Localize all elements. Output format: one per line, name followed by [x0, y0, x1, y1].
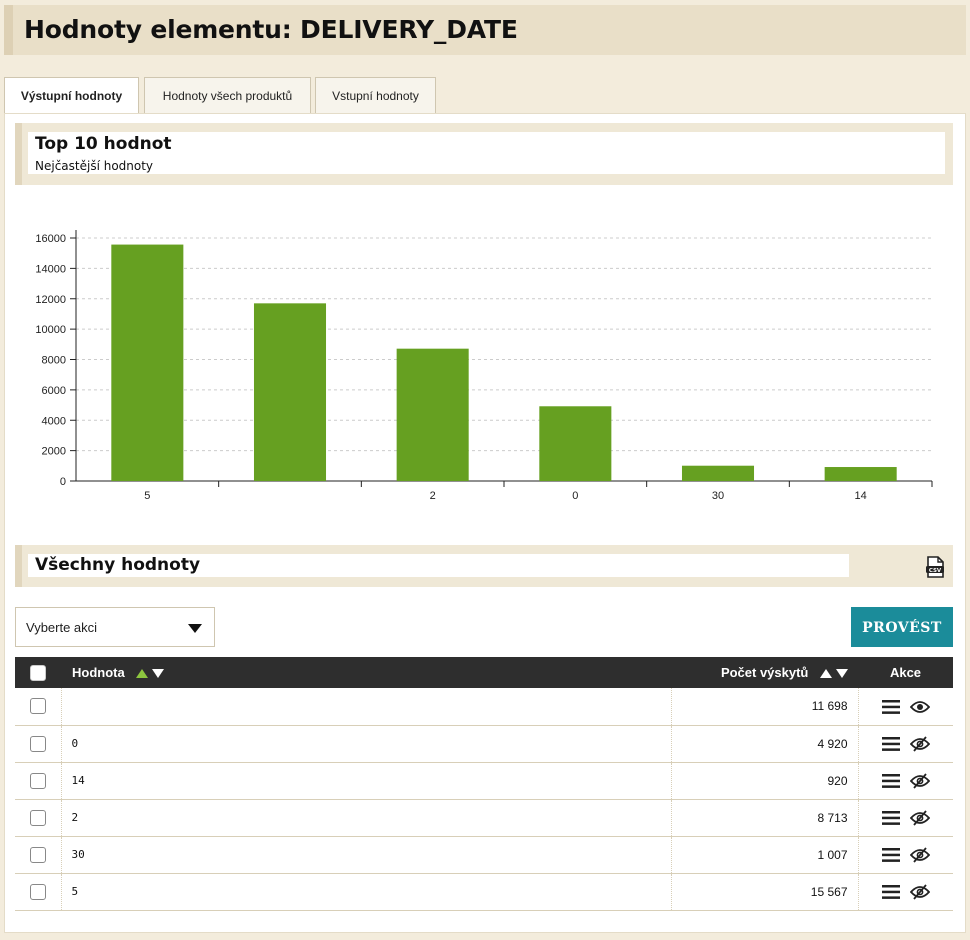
y-tick-label: 12000 [35, 294, 66, 306]
row-checkbox[interactable] [29, 846, 46, 863]
table-row: 5 15 567 [15, 873, 953, 910]
y-tick-label: 8000 [42, 355, 66, 367]
menu-icon[interactable] [881, 699, 900, 714]
tab-all-products-values[interactable]: Hodnoty všech produktů [144, 77, 311, 114]
x-tick-label: 5 [144, 490, 150, 502]
action-select[interactable]: Vyberte akci [15, 607, 215, 647]
table-row: 14 920 [15, 762, 953, 799]
tab-output-values[interactable]: Výstupní hodnoty [4, 77, 139, 115]
row-actions [857, 762, 953, 799]
row-actions [857, 799, 953, 836]
bar [824, 467, 897, 481]
svg-text:CSV: CSV [929, 568, 942, 574]
top-values-title: Top 10 hodnot [35, 134, 172, 154]
y-tick-label: 2000 [42, 446, 66, 458]
sort-desc-icon[interactable] [836, 669, 848, 679]
row-checkbox[interactable] [29, 809, 46, 826]
y-tick-label: 14000 [35, 263, 66, 275]
bar [539, 406, 612, 481]
top-values-subtitle: Nejčastější hodnoty [35, 159, 154, 173]
eye-icon[interactable] [909, 700, 930, 714]
all-values-header: Všechny hodnoty [15, 545, 953, 587]
table-row: 30 1 007 [15, 836, 953, 873]
eye-slash-icon[interactable] [909, 772, 930, 789]
menu-icon[interactable] [881, 810, 900, 825]
row-value [60, 688, 671, 725]
eye-slash-icon[interactable] [909, 809, 930, 826]
y-tick-label: 6000 [42, 385, 66, 397]
eye-slash-icon[interactable] [909, 883, 930, 900]
bar [253, 303, 327, 481]
row-actions [857, 725, 953, 762]
row-value: 5 [60, 873, 671, 910]
row-count: 11 698 [670, 688, 858, 725]
top-values-chart: 0 2000 4000 6000 8000 10000 12000 14000 16000 5 2 0… [35, 230, 933, 502]
sort-asc-icon[interactable] [136, 669, 149, 679]
tab-input-values[interactable]: Vstupní hodnoty [315, 77, 436, 114]
eye-slash-icon[interactable] [909, 846, 930, 863]
row-checkbox[interactable] [29, 772, 46, 789]
select-all-checkbox[interactable] [30, 664, 46, 681]
column-header-value[interactable]: Hodnota [72, 665, 125, 680]
row-checkbox[interactable] [29, 735, 46, 752]
y-tick-label: 0 [60, 476, 66, 488]
csv-file-icon[interactable]: CSV [924, 556, 946, 578]
sort-desc-icon[interactable] [152, 669, 165, 679]
sort-asc-icon[interactable] [820, 669, 832, 679]
row-actions [857, 688, 953, 725]
table-row: 11 698 [15, 688, 953, 725]
all-values-title: Všechny hodnoty [35, 555, 201, 575]
menu-icon[interactable] [881, 773, 900, 788]
action-select-value: Vyberte akci [26, 620, 98, 635]
bar [681, 465, 755, 481]
menu-icon[interactable] [881, 847, 900, 862]
row-actions [857, 873, 953, 910]
row-count: 8 713 [670, 799, 858, 836]
menu-icon[interactable] [881, 884, 900, 899]
column-header-actions: Akce [889, 665, 922, 680]
x-tick-label: 2 [430, 490, 436, 502]
row-value: 30 [60, 836, 671, 873]
page-title: Hodnoty elementu: DELIVERY_DATE [24, 15, 518, 44]
row-value: 2 [60, 799, 671, 836]
values-table: Hodnota Počet výskytů Akce 11 698 0 4 920 1… [15, 657, 953, 911]
y-tick-label: 10000 [35, 324, 66, 336]
execute-button[interactable]: PROVÉST [851, 607, 953, 647]
y-tick-label: 4000 [42, 415, 66, 427]
row-checkbox[interactable] [29, 883, 46, 900]
x-tick-label: 0 [572, 490, 578, 502]
x-tick-label: 30 [712, 490, 724, 502]
row-checkbox[interactable] [29, 698, 46, 715]
bar [396, 348, 469, 481]
row-count: 1 007 [670, 836, 858, 873]
row-value: 0 [60, 725, 671, 762]
page-header: Hodnoty elementu: DELIVERY_DATE [4, 5, 966, 55]
menu-icon[interactable] [881, 736, 900, 751]
row-actions [857, 836, 953, 873]
x-tick-label: 14 [855, 490, 867, 502]
bar [111, 244, 184, 481]
row-count: 4 920 [670, 725, 858, 762]
row-count: 920 [670, 762, 858, 799]
chevron-down-icon [188, 624, 202, 633]
eye-slash-icon[interactable] [909, 735, 930, 752]
row-value: 14 [60, 762, 671, 799]
y-tick-label: 16000 [35, 233, 66, 245]
column-header-count[interactable]: Počet výskytů [720, 665, 809, 680]
top-values-header: Top 10 hodnot Nejčastější hodnoty [15, 123, 953, 185]
table-header-row: Hodnota Počet výskytů Akce [15, 657, 953, 688]
row-count: 15 567 [670, 873, 858, 910]
